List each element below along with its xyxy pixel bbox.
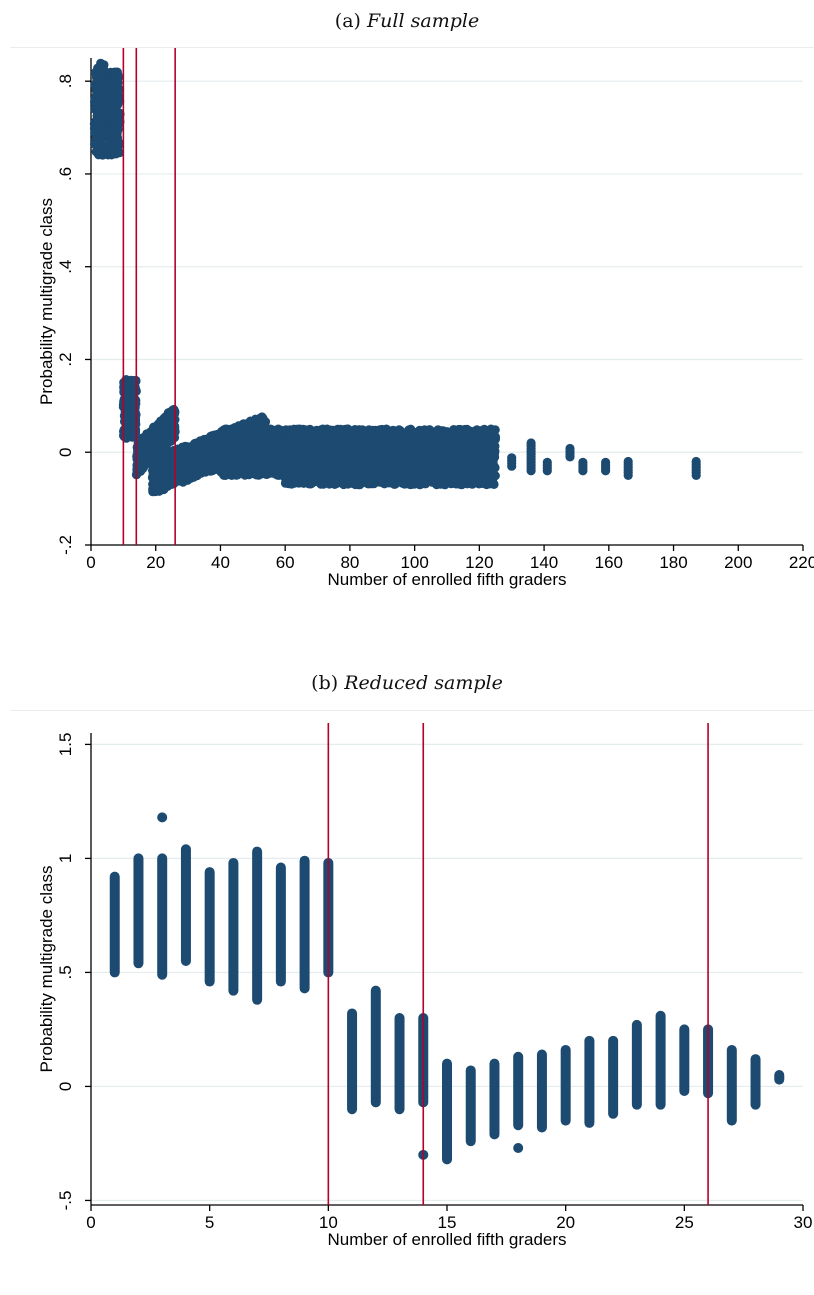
x-tick-label: 80 [340, 553, 359, 572]
data-point [114, 108, 124, 118]
x-tick-label: 180 [659, 553, 687, 572]
data-point [167, 457, 177, 467]
data-point [257, 461, 267, 471]
data-point [243, 468, 253, 478]
data-point [197, 445, 207, 455]
x-tick-label: 40 [211, 553, 230, 572]
data-point [112, 67, 122, 77]
data-point [144, 430, 154, 441]
y-tick-label: .2 [56, 352, 75, 366]
data-point [206, 432, 216, 442]
data-point [93, 71, 103, 81]
data-point [253, 469, 263, 479]
data-point [226, 425, 236, 436]
panel-a-title: Full sample [367, 10, 480, 32]
data-point [188, 469, 198, 479]
x-axis-title: Number of enrolled fifth graders [327, 570, 566, 589]
data-point [112, 121, 123, 131]
data-point [258, 413, 268, 424]
data-point [159, 484, 169, 495]
data-point [130, 429, 140, 439]
y-tick-label: -.2 [56, 535, 75, 555]
data-point [129, 412, 139, 422]
data-point [197, 452, 207, 462]
data-point [120, 414, 130, 424]
y-tick-label: .6 [56, 167, 75, 181]
data-point [148, 458, 158, 468]
data-point [93, 118, 103, 128]
data-point [205, 463, 215, 473]
data-point [164, 416, 174, 426]
data-point [93, 137, 104, 147]
data-point [152, 482, 162, 492]
x-tick-label: 20 [146, 553, 165, 572]
data-point [133, 463, 143, 473]
data-point [264, 449, 274, 459]
data-point [124, 394, 134, 404]
x-tick-label: 0 [86, 553, 95, 572]
panel-a-label: (a) [334, 10, 361, 32]
x-tick-label: 60 [276, 553, 295, 572]
x-tick-label: 160 [595, 553, 623, 572]
data-point [186, 449, 197, 459]
data-point [94, 103, 104, 113]
data-point [112, 99, 122, 109]
data-point [247, 425, 257, 435]
data-point [251, 439, 261, 449]
chart-full-sample: -.2 0 .2 .4 .6 .8 0 20 40 60 80 100 120 140 160 180 200 2… [37, 48, 814, 589]
data-point [205, 443, 215, 453]
data-point [98, 90, 108, 100]
data-point [130, 402, 140, 412]
data-point [183, 475, 193, 485]
data-point [235, 444, 245, 455]
data-point [169, 426, 179, 436]
data-point [175, 465, 185, 475]
panel-a-caption: (a) Full sample [0, 10, 814, 32]
data-point [258, 443, 268, 453]
panel-a-divider [10, 47, 814, 48]
data-points [89, 58, 701, 497]
data-point [130, 384, 140, 394]
data-point [219, 460, 229, 471]
x-tick-label: 220 [789, 553, 814, 572]
data-point [108, 131, 118, 142]
data-point [261, 427, 271, 437]
y-tick-label: 0 [56, 448, 75, 457]
x-tick-label: 140 [530, 553, 558, 572]
data-point [94, 150, 104, 160]
x-tick-label: 100 [400, 553, 428, 572]
y-tick-label: .8 [56, 74, 75, 88]
data-point [106, 79, 117, 89]
data-point [159, 476, 169, 487]
data-point [241, 457, 251, 467]
x-tick-label: 200 [724, 553, 752, 572]
data-point [148, 470, 158, 480]
data-point [136, 442, 146, 452]
y-tick-label: .4 [56, 260, 75, 274]
data-point [110, 139, 120, 149]
data-point [221, 453, 231, 464]
y-axis-title: Probability multigrade class [37, 198, 56, 405]
data-point [226, 466, 236, 476]
data-point [273, 431, 283, 441]
data-point [240, 431, 250, 441]
data-point [233, 464, 243, 474]
data-point [108, 149, 119, 159]
data-point [227, 436, 237, 446]
data-point [144, 440, 155, 450]
x-tick-label: 120 [465, 553, 493, 572]
data-point [154, 443, 164, 453]
data-point [155, 461, 165, 471]
data-point [153, 419, 164, 429]
data-point [160, 427, 170, 437]
data-point [215, 442, 226, 453]
